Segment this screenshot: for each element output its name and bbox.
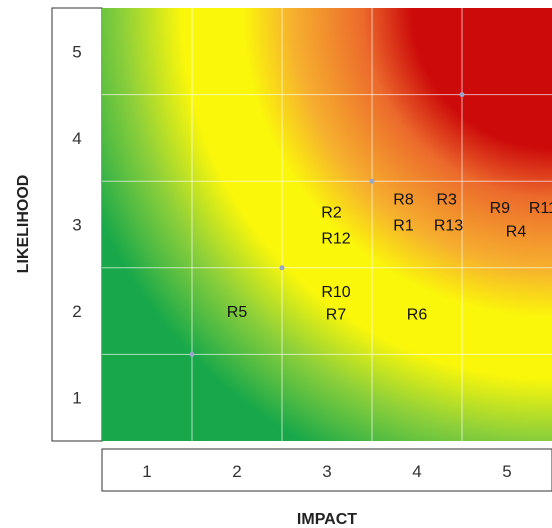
risk-label: R12 bbox=[321, 230, 350, 247]
heatmap-plot-area bbox=[102, 8, 552, 441]
x-tick-label: 1 bbox=[142, 462, 151, 481]
x-axis-title: IMPACT bbox=[297, 511, 357, 528]
risk-label: R1 bbox=[393, 218, 414, 235]
risk-label: R9 bbox=[490, 200, 511, 217]
y-axis-frame bbox=[51, 7, 103, 442]
y-tick-label: 4 bbox=[72, 129, 81, 148]
x-tick-label: 3 bbox=[322, 462, 331, 481]
grid-intersection-dot bbox=[279, 265, 285, 271]
grid-intersection-dot bbox=[459, 92, 465, 98]
x-axis-ticks: 1 2 3 4 5 bbox=[142, 462, 511, 481]
risk-label: R10 bbox=[321, 284, 350, 301]
x-axis-frame bbox=[101, 448, 552, 492]
x-tick-label: 5 bbox=[502, 462, 511, 481]
risk-labels: R5 R10 R7 R6 R2 R12 R8 R3 R1 R13 R9 R11R4 bbox=[227, 192, 552, 324]
y-tick-label: 3 bbox=[72, 216, 81, 235]
risk-label: R3 bbox=[436, 192, 457, 209]
risk-label: R7 bbox=[326, 307, 347, 324]
grid-lines bbox=[102, 8, 552, 441]
risk-label: R8 bbox=[393, 192, 414, 209]
risk-label: R6 bbox=[407, 307, 428, 324]
y-tick-label: 5 bbox=[72, 42, 81, 61]
grid-intersection-dot bbox=[369, 178, 375, 184]
risk-label: R5 bbox=[227, 304, 248, 321]
risk-label: R13 bbox=[434, 218, 463, 235]
risk-label: R11 bbox=[529, 200, 552, 217]
risk-label: R2 bbox=[321, 205, 342, 222]
x-tick-label: 2 bbox=[232, 462, 241, 481]
y-axis-title: LIKELIHOOD bbox=[15, 175, 32, 274]
y-tick-label: 1 bbox=[72, 389, 81, 408]
y-axis-ticks: 1 2 3 4 5 bbox=[72, 42, 81, 407]
grid-intersection-dot bbox=[189, 351, 195, 357]
y-tick-label: 2 bbox=[72, 302, 81, 321]
risk-label: R4 bbox=[506, 224, 527, 241]
x-tick-label: 4 bbox=[412, 462, 421, 481]
